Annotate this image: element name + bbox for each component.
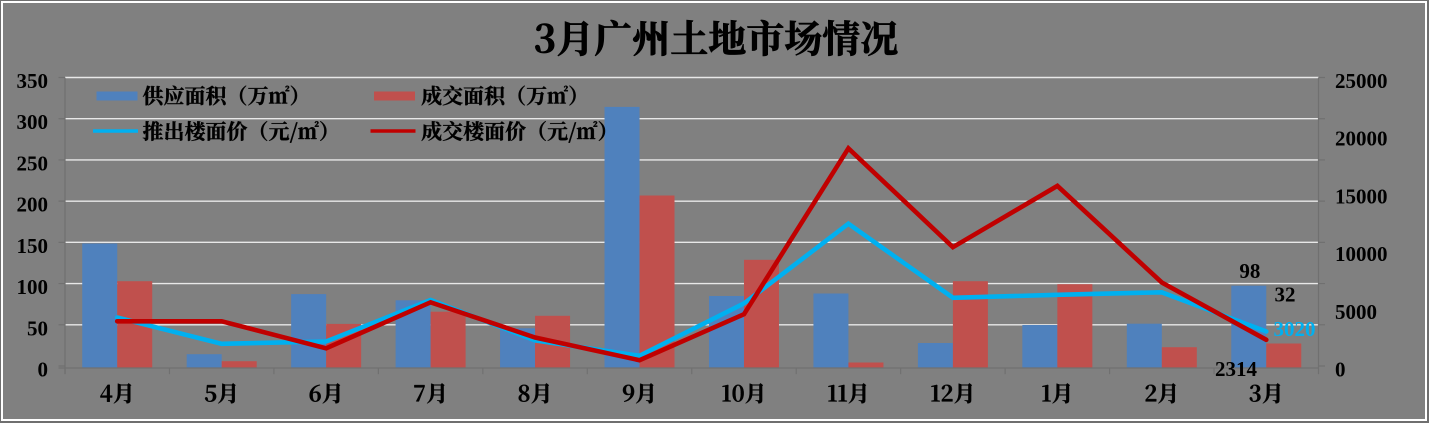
svg-text:150: 150: [17, 234, 49, 258]
svg-text:98: 98: [1239, 259, 1260, 283]
svg-text:50: 50: [27, 316, 48, 340]
svg-text:0: 0: [1335, 358, 1346, 382]
svg-text:20000: 20000: [1335, 127, 1388, 151]
svg-text:0: 0: [38, 358, 49, 382]
svg-text:200: 200: [17, 193, 49, 217]
svg-text:32: 32: [1275, 282, 1296, 306]
svg-text:3020: 3020: [1274, 317, 1316, 341]
svg-text:10000: 10000: [1335, 242, 1388, 266]
svg-text:25000: 25000: [1335, 69, 1388, 93]
svg-text:2314: 2314: [1215, 357, 1258, 381]
svg-text:250: 250: [17, 151, 49, 175]
svg-text:300: 300: [17, 110, 49, 134]
svg-text:100: 100: [17, 275, 49, 299]
svg-text:5000: 5000: [1335, 300, 1377, 324]
svg-text:15000: 15000: [1335, 184, 1388, 208]
svg-text:350: 350: [17, 69, 49, 93]
